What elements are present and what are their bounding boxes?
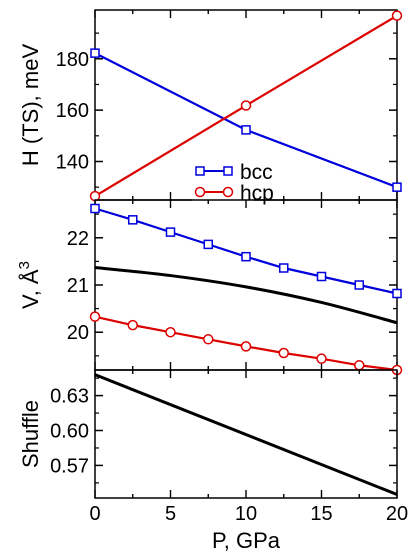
enthalpy-hcp-point (240, 100, 252, 111)
x-tick-label: 0 (89, 503, 100, 525)
volume-bcc-point (354, 280, 364, 290)
x-tick-label: 20 (386, 503, 408, 525)
volume-bcc-point (279, 263, 289, 273)
volume-y-axis-label: V, Å3 (16, 261, 43, 309)
enthalpy-bcc-point (392, 182, 402, 192)
legend-bcc-label: bcc (240, 161, 273, 184)
volume-bcc-series-line (94, 207, 398, 295)
legend-hcp-label: hcp (240, 182, 274, 205)
shuffle-y-tick-label: 0.63 (50, 386, 89, 408)
x-tick-label: 5 (165, 503, 176, 525)
x-tick-label: 10 (235, 503, 257, 525)
volume-bcc-point (90, 203, 100, 214)
volume-hcp-point (165, 326, 176, 338)
volume-y-tick-label: 22 (67, 228, 89, 250)
shuffle-y-axis-label: Shuffle (18, 400, 43, 468)
volume-bcc-point (316, 271, 327, 282)
volume-bcc-point (203, 239, 213, 250)
shuffle-y-tick-label: 0.57 (50, 455, 89, 477)
volume-reference-series-line (94, 266, 398, 325)
volume-hcp-point (203, 334, 214, 345)
enthalpy-hcp-point (391, 10, 403, 21)
volume-y-axis-label-superscript: 3 (16, 261, 33, 269)
volume-hcp-point (316, 353, 327, 364)
enthalpy-y-tick-label: 180 (56, 49, 89, 71)
volume-y-axis-label-main: V, Å (18, 269, 43, 309)
shuffle-panel: 0.57 0.60 0.63 0 5 10 15 20 Shuffle P, GPa (18, 369, 408, 553)
x-axis-label: P, GPa (212, 528, 281, 553)
enthalpy-bcc-point (241, 125, 251, 135)
volume-y-tick-label: 21 (67, 275, 89, 297)
legend-hcp-marker-left (194, 186, 206, 198)
shuffle-reference-series-line (94, 373, 398, 496)
enthalpy-y-axis-label: H (TS), meV (18, 44, 43, 167)
volume-bcc-point (241, 251, 251, 262)
legend-hcp-marker-right (222, 186, 234, 198)
enthalpy-y-tick-label: 140 (56, 151, 89, 173)
enthalpy-panel: 140 160 180 H (TS), meV bcc hcp (18, 9, 403, 205)
legend-bcc-marker-right (223, 166, 233, 176)
legend: bcc hcp (192, 157, 274, 205)
volume-bcc-point (392, 288, 402, 299)
volume-hcp-point (278, 347, 289, 359)
volume-panel: 20 21 22 V, Å3 (16, 199, 403, 376)
volume-bcc-point (128, 215, 138, 225)
x-tick-label: 15 (310, 503, 332, 525)
volume-y-tick-label: 20 (67, 322, 89, 344)
volume-hcp-point (240, 341, 252, 352)
volume-hcp-point (89, 311, 101, 322)
volume-bcc-point (165, 227, 176, 237)
enthalpy-bcc-point (90, 48, 100, 58)
volume-hcp-point (354, 360, 365, 371)
volume-hcp-point (127, 319, 138, 331)
enthalpy-y-tick-label: 160 (56, 100, 89, 122)
shuffle-y-tick-label: 0.60 (50, 421, 89, 443)
legend-bcc-marker-left (195, 166, 205, 176)
